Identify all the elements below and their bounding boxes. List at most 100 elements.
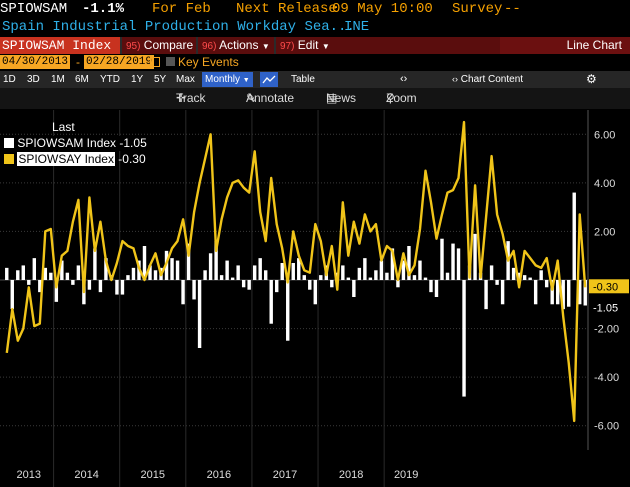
bar-mark [186, 243, 191, 280]
bar-mark [181, 280, 185, 305]
frequency-dropdown[interactable]: Monthly ▼ [202, 72, 253, 87]
table-button[interactable]: Table [291, 74, 315, 85]
x-tick-label: 2017 [273, 469, 297, 481]
bar-mark [412, 275, 417, 280]
bar-mark [396, 280, 400, 288]
bar-mark [263, 270, 268, 280]
compare-shortcut: 95) [126, 41, 141, 52]
actions-shortcut: 96) [202, 41, 217, 52]
period-ytd[interactable]: YTD [100, 74, 120, 85]
legend-item-line: SPIOWSAY Index -0.30 [4, 152, 164, 167]
bar-mark [462, 280, 466, 397]
period-1d[interactable]: 1D [3, 74, 16, 85]
bar-mark [572, 192, 576, 280]
bar-mark [38, 280, 42, 293]
start-date-input[interactable]: 04/30/2013 [0, 55, 71, 69]
bar-mark [175, 260, 180, 280]
source-text: INE [344, 19, 370, 35]
crosshair-icon: ✛ [176, 91, 187, 105]
edit-shortcut: 97) [280, 41, 295, 52]
period-max[interactable]: Max [176, 74, 195, 85]
bar-mark [302, 275, 306, 280]
bar-mark [252, 265, 257, 280]
bar-mark [49, 272, 53, 280]
bar-mark [43, 267, 48, 280]
magnifier-icon: ⚲ [386, 91, 395, 105]
track-label: Track [176, 91, 206, 105]
compare-button[interactable]: 95) Compare [122, 37, 196, 54]
bar-mark [203, 270, 207, 280]
bar-mark [517, 272, 521, 280]
bar-mark [197, 280, 202, 348]
bar-mark [583, 280, 587, 306]
chart-mode-icon[interactable] [260, 72, 278, 87]
bar-mark [297, 258, 301, 280]
bar-mark [269, 280, 273, 324]
bar-mark [258, 258, 262, 280]
bar-mark [65, 272, 70, 280]
bar-mark [434, 280, 439, 297]
bar-mark [330, 280, 334, 288]
price-chart[interactable]: 6.00 4.00 2.00 -2.00 -4.00 -6.00 2013 2014 2015 2… [0, 110, 630, 487]
bar-mark [236, 265, 240, 280]
bar-mark [390, 248, 395, 280]
command-toolbar: SPIOWSAM Index 95) Compare 96) Actions ▼… [0, 37, 630, 54]
bar-mark [489, 265, 494, 280]
bar-mark [567, 280, 571, 307]
period-1m[interactable]: 1M [51, 74, 65, 85]
end-date-input[interactable]: 02/28/2019 [84, 55, 155, 69]
y-tick-label: -4.00 [594, 372, 619, 384]
period-3d[interactable]: 3D [27, 74, 40, 85]
chart-tools-bar: ✛ Track ✎ Annotate ▤ News ⚲ Zoom [0, 88, 630, 109]
bar-mark [247, 280, 251, 290]
period-5y[interactable]: 5Y [154, 74, 167, 85]
change-value: -1.1% [82, 1, 125, 17]
bar-mark [401, 260, 406, 280]
survey-value: -- [504, 1, 521, 17]
actions-button[interactable]: 96) Actions ▼ [198, 37, 274, 54]
bar-mark [550, 280, 554, 305]
legend-series-value: -1.05 [119, 136, 147, 150]
line-series-path [5, 120, 587, 423]
ticker-label[interactable]: SPIOWSAM [0, 1, 68, 17]
x-tick-label: 2013 [17, 469, 41, 481]
x-tick-label: 2018 [339, 469, 363, 481]
news-icon: ▤ [326, 91, 338, 105]
gear-icon[interactable]: ⚙ [586, 72, 597, 86]
bar-mark [225, 260, 229, 280]
period-6m[interactable]: 6M [75, 74, 89, 85]
chart-type-label[interactable]: Line Chart [500, 37, 630, 54]
bar-mark [5, 267, 9, 280]
ticker-field[interactable]: SPIOWSAM Index [0, 37, 120, 54]
chevron-down-icon: ▼ [321, 42, 330, 51]
chart-content-button[interactable]: ‹› Chart Content [452, 71, 523, 88]
period-1y[interactable]: 1Y [131, 74, 144, 85]
bar-mark [578, 280, 582, 305]
bar-mark [319, 275, 323, 280]
bar-mark [275, 280, 279, 293]
bar-mark [500, 280, 505, 305]
chart-content-icon: ‹› [452, 74, 458, 84]
bar-mark [555, 280, 560, 305]
bar-mark [561, 280, 565, 310]
y-tick-label: -2.00 [594, 324, 619, 336]
x-tick-label: 2014 [74, 469, 98, 481]
key-events-checkbox[interactable] [166, 57, 175, 66]
bar-mark [286, 280, 290, 341]
next-release-label: Next Release [236, 1, 337, 17]
key-events-label: Key Events [178, 55, 239, 69]
calendar-icon[interactable] [150, 57, 160, 67]
bar-mark [429, 280, 433, 293]
chevron-down-icon: ▼ [242, 77, 250, 84]
bar-mark [341, 265, 345, 280]
bar-mark [379, 260, 384, 280]
bar-mark [385, 272, 389, 280]
bar-mark [241, 280, 246, 288]
bar-mark [32, 258, 37, 280]
bar-mark [291, 263, 295, 280]
collapse-icon[interactable]: ‹› [400, 73, 408, 85]
bar-mark [456, 248, 461, 280]
edit-button[interactable]: 97) Edit ▼ [276, 37, 330, 54]
security-description: Spain Industrial Production Workday Sea.… [0, 18, 630, 36]
bar-mark [533, 280, 538, 305]
